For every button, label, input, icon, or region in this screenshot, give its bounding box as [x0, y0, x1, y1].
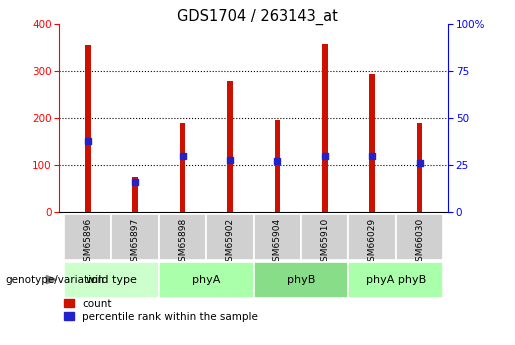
Polygon shape — [46, 275, 57, 284]
Text: GSM65897: GSM65897 — [131, 218, 140, 267]
Point — [416, 160, 424, 166]
Bar — [253, 214, 301, 260]
Bar — [274, 120, 280, 212]
Text: GSM65902: GSM65902 — [226, 218, 234, 267]
Text: phyB: phyB — [287, 275, 315, 285]
Bar — [369, 73, 375, 212]
Point — [321, 153, 329, 158]
Text: GSM65896: GSM65896 — [83, 218, 92, 267]
Text: GSM65904: GSM65904 — [273, 218, 282, 267]
Bar — [159, 214, 206, 260]
Text: GSM65898: GSM65898 — [178, 218, 187, 267]
Point — [226, 157, 234, 162]
Bar — [322, 44, 328, 212]
Bar — [111, 214, 159, 260]
Text: wild type: wild type — [86, 275, 137, 285]
Text: GSM66029: GSM66029 — [368, 218, 376, 267]
Text: GSM65910: GSM65910 — [320, 218, 329, 267]
Text: GSM66030: GSM66030 — [415, 218, 424, 267]
Bar — [301, 214, 349, 260]
Bar — [227, 80, 233, 212]
Point — [83, 138, 92, 144]
Bar — [64, 262, 159, 298]
Bar — [206, 214, 254, 260]
Bar — [349, 262, 443, 298]
Point — [178, 153, 186, 158]
Bar — [180, 123, 185, 212]
Bar — [253, 262, 349, 298]
Bar — [132, 177, 138, 212]
Legend: count, percentile rank within the sample: count, percentile rank within the sample — [64, 299, 258, 322]
Point — [131, 179, 139, 185]
Text: phyA: phyA — [192, 275, 220, 285]
Text: phyA phyB: phyA phyB — [366, 275, 426, 285]
Bar — [159, 262, 253, 298]
Bar — [349, 214, 396, 260]
Bar — [417, 123, 422, 212]
Text: GDS1704 / 263143_at: GDS1704 / 263143_at — [177, 9, 338, 25]
Point — [368, 153, 376, 158]
Bar — [396, 214, 443, 260]
Bar — [85, 45, 91, 212]
Point — [273, 159, 282, 164]
Bar — [64, 214, 111, 260]
Text: genotype/variation: genotype/variation — [5, 275, 104, 285]
